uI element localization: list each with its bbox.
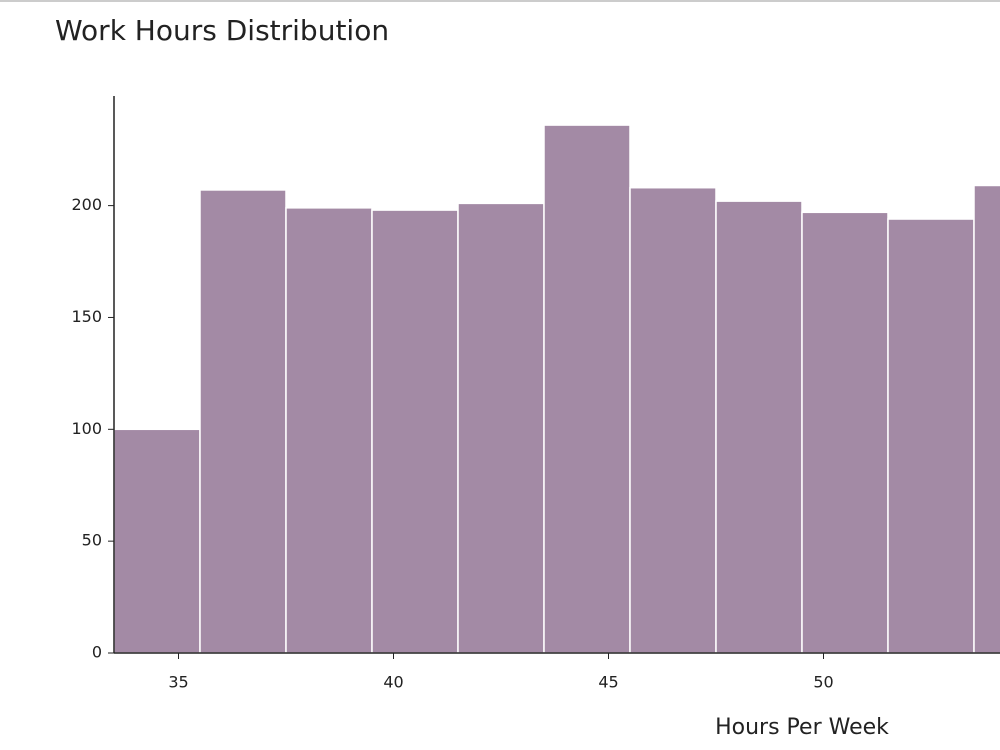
bar <box>715 200 803 654</box>
bar <box>199 189 287 654</box>
bar <box>371 209 459 654</box>
y-tick-label: 150 <box>71 307 102 326</box>
y-tick-label: 100 <box>71 419 102 438</box>
bar <box>629 186 717 654</box>
bar <box>801 211 889 654</box>
x-tick-label: 50 <box>813 673 833 692</box>
x-axis-label: Hours Per Week <box>715 715 889 740</box>
chart-title: Work Hours Distribution <box>55 14 389 47</box>
bar <box>457 202 545 654</box>
bar <box>113 428 201 654</box>
bar <box>543 124 631 654</box>
y-tick-label: 0 <box>92 643 102 662</box>
bar <box>285 207 373 654</box>
bar <box>973 184 1000 654</box>
y-tick-label: 50 <box>82 531 102 550</box>
y-tick-label: 200 <box>71 195 102 214</box>
x-tick-label: 40 <box>383 673 403 692</box>
x-tick-label: 45 <box>598 673 618 692</box>
bar <box>887 218 975 654</box>
x-tick-label: 35 <box>168 673 188 692</box>
